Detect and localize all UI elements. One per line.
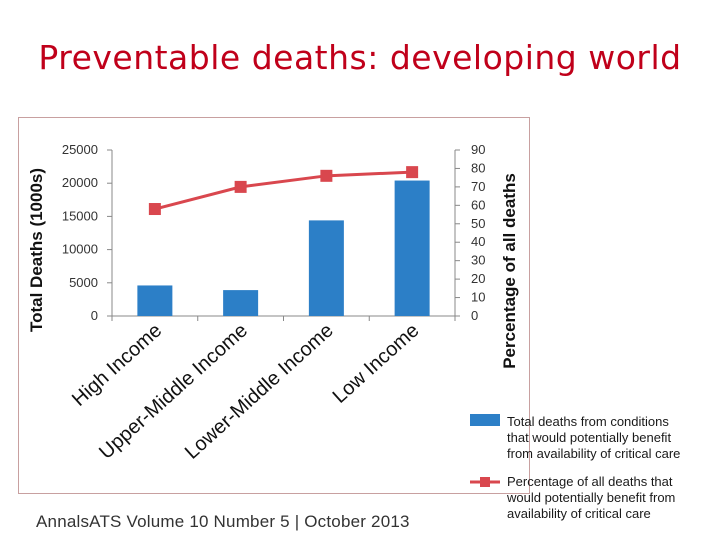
percentage-point-2 — [234, 180, 247, 193]
bar-2 — [223, 290, 259, 316]
percentage-point-3 — [320, 169, 333, 182]
citation: AnnalsATS Volume 10 Number 5 | October 2… — [36, 512, 410, 531]
y2-tick-label: 50 — [471, 216, 485, 231]
percentage-line — [154, 170, 413, 211]
y-tick-label: 20000 — [62, 175, 98, 190]
legend-bar-line-2: that would potentially benefit — [507, 430, 671, 445]
chart-frame — [18, 117, 530, 494]
bar-4 — [394, 180, 430, 316]
y2-tick-label: 60 — [471, 197, 485, 212]
y-axis-title: Total Deaths (1000s) — [27, 168, 46, 332]
legend-line-line-1: Percentage of all deaths that — [507, 474, 673, 489]
legend-bar-swatch — [470, 414, 500, 426]
legend-bar-line-1: Total deaths from conditions — [507, 414, 669, 429]
x-category-label: Lower-Middle Income — [181, 319, 338, 463]
y2-tick-label: 70 — [471, 179, 485, 194]
y2-tick-label: 90 — [471, 142, 485, 157]
percentage-point-4 — [406, 166, 419, 179]
legend-line-marker — [480, 477, 490, 487]
y-tick-label: 10000 — [62, 242, 98, 257]
slide-title: Preventable deaths: developing world — [38, 38, 682, 77]
bar-1 — [137, 285, 173, 316]
y-tick-label: 0 — [91, 308, 98, 323]
percentage-point-1 — [148, 203, 161, 216]
y2-axis-title: Percentage of all deaths — [500, 173, 519, 369]
x-category-label: Upper-Middle Income — [95, 319, 252, 463]
legend-bar-line-3: from availability of critical care — [507, 446, 680, 461]
legend: Total deaths from conditions that would … — [470, 414, 680, 521]
y-tick-label: 25000 — [62, 142, 98, 157]
legend-line-line-3: availability of critical care — [507, 506, 651, 521]
y2-tick-label: 0 — [471, 308, 478, 323]
x-category-label: Low Income — [329, 319, 424, 408]
y2-tick-label: 30 — [471, 253, 485, 268]
legend-line-line-2: would potentially benefit from — [506, 490, 675, 505]
bar-3 — [308, 220, 344, 316]
y2-tick-label: 40 — [471, 234, 485, 249]
y-tick-label: 15000 — [62, 208, 98, 223]
y-tick-label: 5000 — [69, 275, 98, 290]
y2-tick-label: 80 — [471, 160, 485, 175]
y2-tick-label: 20 — [471, 271, 485, 286]
y2-tick-label: 10 — [471, 290, 485, 305]
